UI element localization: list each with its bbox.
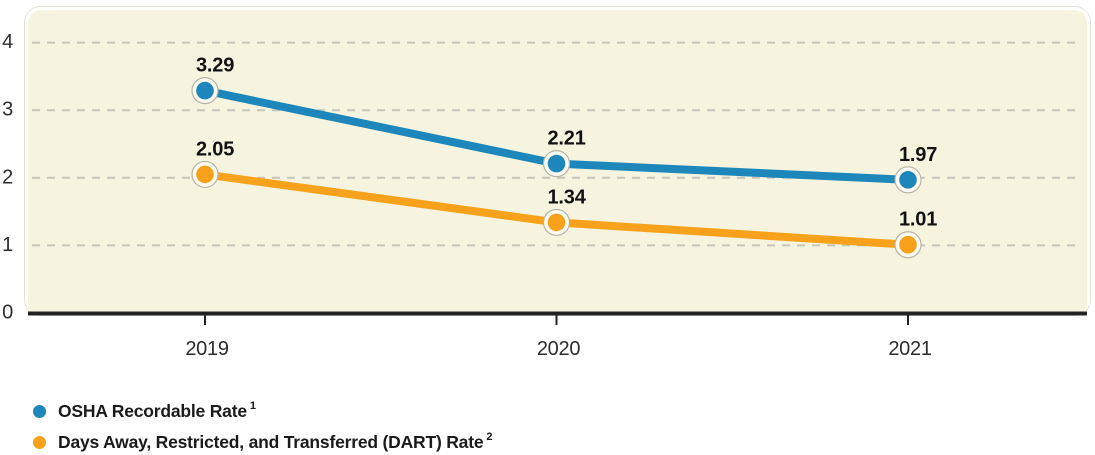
plot-panel-bottom [28, 280, 1087, 313]
y-axis-tick-label: 3 [2, 99, 13, 121]
legend-marker-dart-rate [33, 435, 46, 449]
data-point-value-label: 1.34 [548, 186, 587, 208]
legend-marker-osha-recordable-rate [33, 404, 46, 418]
legend-text: OSHA Recordable Rate [58, 400, 247, 421]
x-axis-line [28, 311, 1087, 316]
chart-legend: OSHA Recordable Rate 1 Days Away, Restric… [33, 399, 493, 455]
data-point-value-label: 1.97 [899, 144, 937, 166]
footnote-reference-1: 1 [249, 399, 256, 412]
data-point [547, 154, 566, 173]
data-point [547, 213, 566, 232]
data-point-value-label: 3.29 [196, 55, 234, 77]
footnote-reference-2: 2 [486, 430, 493, 443]
data-point [899, 171, 917, 189]
x-axis-tick-label: 2019 [185, 338, 228, 360]
y-axis-tick-label: 1 [2, 234, 13, 256]
legend-item-dart-rate: Days Away, Restricted, and Transferred (… [33, 430, 493, 453]
y-axis-tick-label: 2 [2, 166, 13, 188]
data-point [196, 165, 214, 184]
legend-label-osha-recordable-rate: OSHA Recordable Rate 1 [58, 399, 256, 422]
data-point-value-label: 2.05 [196, 138, 234, 160]
data-point-value-label: 2.21 [548, 128, 586, 150]
y-axis-tick-label: 4 [2, 31, 13, 53]
x-axis-tick-label: 2021 [888, 338, 931, 360]
data-point [196, 81, 214, 100]
data-point [899, 235, 917, 254]
x-axis-tick-label: 2020 [537, 338, 580, 360]
legend-text: Days Away, Restricted, and Transferred (… [58, 431, 484, 452]
data-point-value-label: 1.01 [899, 209, 937, 231]
legend-label-dart-rate: Days Away, Restricted, and Transferred (… [58, 430, 493, 453]
legend-item-osha-recordable-rate: OSHA Recordable Rate 1 [33, 399, 492, 422]
y-axis-tick-label: 0 [2, 302, 13, 324]
